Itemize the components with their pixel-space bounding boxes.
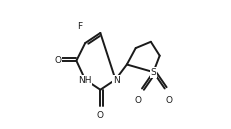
Text: S: S [150, 68, 156, 77]
Text: F: F [78, 22, 83, 31]
Text: O: O [135, 96, 142, 105]
Text: O: O [97, 111, 104, 120]
Text: O: O [165, 96, 172, 105]
Text: NH: NH [78, 76, 91, 85]
Text: O: O [55, 56, 62, 65]
Text: N: N [113, 76, 119, 85]
